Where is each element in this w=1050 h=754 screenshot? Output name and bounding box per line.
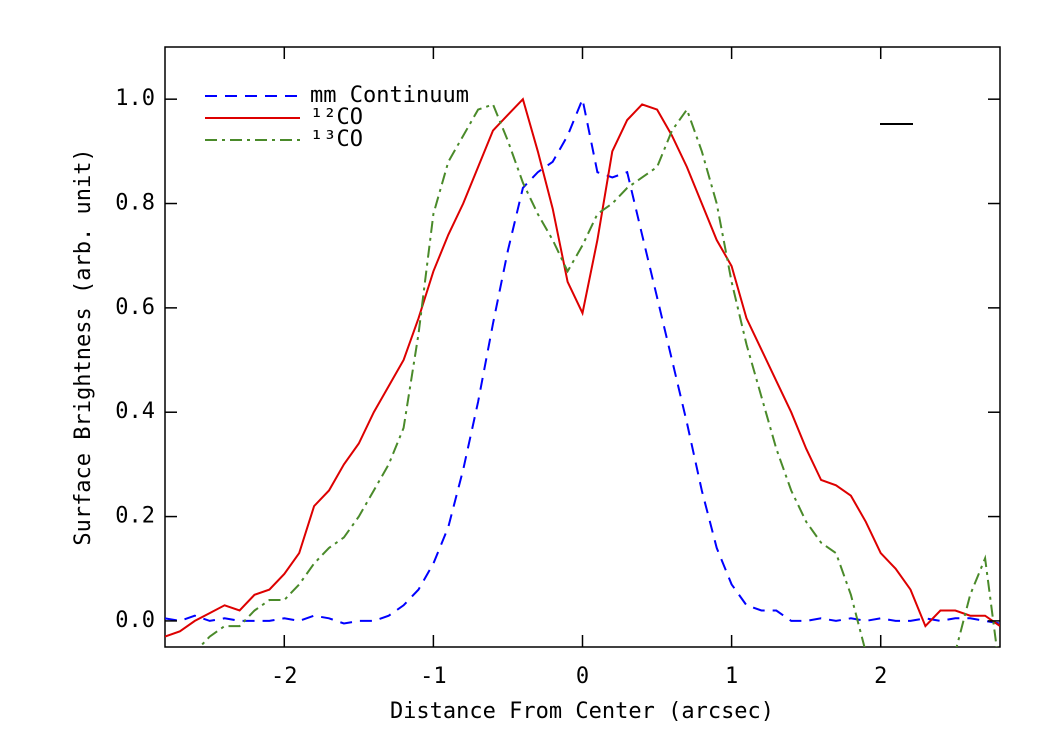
series-line (165, 97, 1000, 638)
y-tick-label: 0.4 (115, 399, 155, 424)
y-tick-label: 0.0 (115, 608, 155, 633)
y-tick-label: 0.2 (115, 504, 155, 529)
plot-lines (165, 95, 1000, 647)
y-tick-label: 1.0 (115, 86, 155, 111)
series-line (198, 103, 998, 647)
series-line (165, 95, 1000, 625)
x-axis-label: Distance From Center (arcsec) (390, 699, 774, 724)
x-tick-label: 1 (725, 664, 738, 689)
legend-label: ¹²CO (310, 105, 363, 130)
legend-label: ¹³CO (310, 127, 363, 152)
x-tick-label: 2 (874, 664, 887, 689)
x-tick-label: 0 (576, 664, 589, 689)
y-tick-label: 0.6 (115, 295, 155, 320)
plot-frame (164, 46, 1001, 648)
y-axis-label: Surface Brightness (arb. unit) (71, 148, 96, 545)
x-tick-label: -1 (420, 664, 447, 689)
x-tick-label: -2 (271, 664, 298, 689)
y-tick-label: 0.8 (115, 191, 155, 216)
legend-label: mm Continuum (310, 83, 469, 108)
